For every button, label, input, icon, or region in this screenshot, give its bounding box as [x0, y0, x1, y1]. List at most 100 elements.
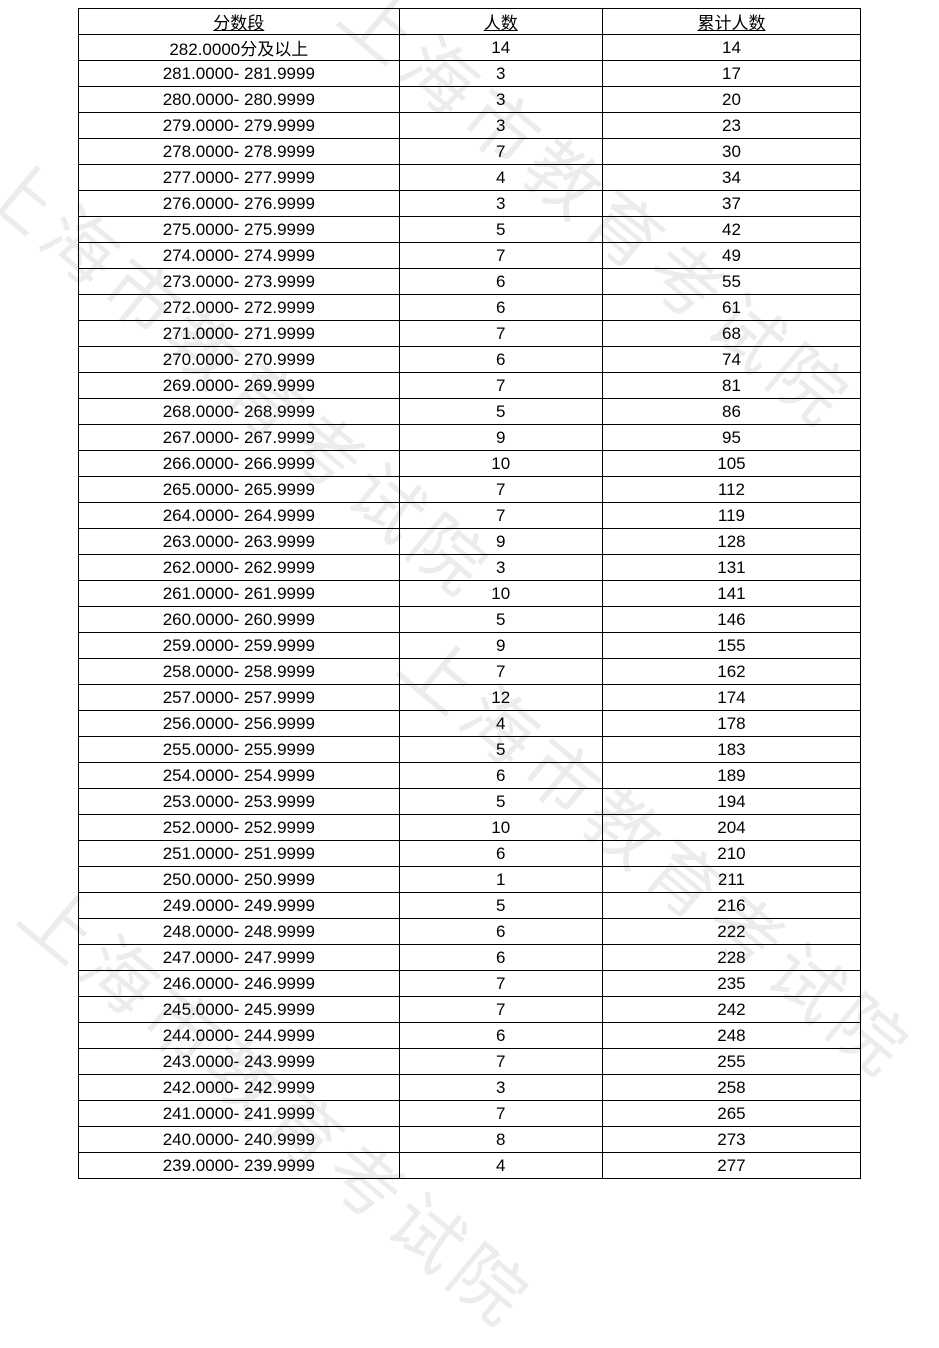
cell-cumulative: 20: [602, 87, 860, 113]
cell-count: 3: [399, 113, 602, 139]
cell-cumulative: 265: [602, 1101, 860, 1127]
table-row: 241.0000- 241.99997265: [79, 1101, 861, 1127]
cell-count: 7: [399, 373, 602, 399]
cell-score-range: 245.0000- 245.9999: [79, 997, 400, 1023]
cell-score-range: 265.0000- 265.9999: [79, 477, 400, 503]
cell-cumulative: 49: [602, 243, 860, 269]
cell-cumulative: 211: [602, 867, 860, 893]
cell-score-range: 240.0000- 240.9999: [79, 1127, 400, 1153]
cell-cumulative: 174: [602, 685, 860, 711]
cell-cumulative: 30: [602, 139, 860, 165]
cell-cumulative: 222: [602, 919, 860, 945]
col-header-count: 人数: [399, 9, 602, 35]
cell-score-range: 281.0000- 281.9999: [79, 61, 400, 87]
cell-cumulative: 258: [602, 1075, 860, 1101]
cell-cumulative: 61: [602, 295, 860, 321]
table-row: 256.0000- 256.99994178: [79, 711, 861, 737]
cell-count: 7: [399, 477, 602, 503]
table-row: 281.0000- 281.9999317: [79, 61, 861, 87]
table-row: 274.0000- 274.9999749: [79, 243, 861, 269]
cell-count: 5: [399, 399, 602, 425]
table-row: 261.0000- 261.999910141: [79, 581, 861, 607]
cell-count: 6: [399, 1023, 602, 1049]
cell-cumulative: 146: [602, 607, 860, 633]
table-row: 272.0000- 272.9999661: [79, 295, 861, 321]
cell-count: 5: [399, 789, 602, 815]
cell-count: 9: [399, 633, 602, 659]
table-row: 279.0000- 279.9999323: [79, 113, 861, 139]
cell-score-range: 259.0000- 259.9999: [79, 633, 400, 659]
cell-score-range: 243.0000- 243.9999: [79, 1049, 400, 1075]
cell-score-range: 253.0000- 253.9999: [79, 789, 400, 815]
cell-score-range: 258.0000- 258.9999: [79, 659, 400, 685]
cell-cumulative: 119: [602, 503, 860, 529]
cell-count: 4: [399, 711, 602, 737]
cell-cumulative: 112: [602, 477, 860, 503]
cell-cumulative: 162: [602, 659, 860, 685]
cell-score-range: 252.0000- 252.9999: [79, 815, 400, 841]
cell-cumulative: 128: [602, 529, 860, 555]
table-row: 275.0000- 275.9999542: [79, 217, 861, 243]
cell-count: 9: [399, 425, 602, 451]
cell-count: 6: [399, 763, 602, 789]
cell-score-range: 257.0000- 257.9999: [79, 685, 400, 711]
table-row: 262.0000- 262.99993131: [79, 555, 861, 581]
cell-count: 14: [399, 35, 602, 61]
cell-score-range: 239.0000- 239.9999: [79, 1153, 400, 1179]
table-row: 243.0000- 243.99997255: [79, 1049, 861, 1075]
cell-count: 3: [399, 61, 602, 87]
cell-score-range: 272.0000- 272.9999: [79, 295, 400, 321]
table-row: 266.0000- 266.999910105: [79, 451, 861, 477]
table-row: 268.0000- 268.9999586: [79, 399, 861, 425]
cell-cumulative: 189: [602, 763, 860, 789]
cell-score-range: 282.0000分及以上: [79, 35, 400, 61]
cell-count: 10: [399, 581, 602, 607]
table-row: 280.0000- 280.9999320: [79, 87, 861, 113]
table-row: 245.0000- 245.99997242: [79, 997, 861, 1023]
table-row: 267.0000- 267.9999995: [79, 425, 861, 451]
score-table-container: 分数段 人数 累计人数 282.0000分及以上1414281.0000- 28…: [0, 0, 939, 1179]
cell-cumulative: 210: [602, 841, 860, 867]
cell-count: 7: [399, 139, 602, 165]
cell-score-range: 255.0000- 255.9999: [79, 737, 400, 763]
cell-count: 3: [399, 191, 602, 217]
table-row: 239.0000- 239.99994277: [79, 1153, 861, 1179]
table-header-row: 分数段 人数 累计人数: [79, 9, 861, 35]
cell-score-range: 246.0000- 246.9999: [79, 971, 400, 997]
table-row: 240.0000- 240.99998273: [79, 1127, 861, 1153]
cell-score-range: 270.0000- 270.9999: [79, 347, 400, 373]
table-row: 254.0000- 254.99996189: [79, 763, 861, 789]
cell-cumulative: 105: [602, 451, 860, 477]
cell-score-range: 269.0000- 269.9999: [79, 373, 400, 399]
cell-count: 4: [399, 165, 602, 191]
cell-cumulative: 277: [602, 1153, 860, 1179]
cell-score-range: 277.0000- 277.9999: [79, 165, 400, 191]
cell-cumulative: 273: [602, 1127, 860, 1153]
cell-score-range: 254.0000- 254.9999: [79, 763, 400, 789]
cell-count: 10: [399, 451, 602, 477]
table-row: 278.0000- 278.9999730: [79, 139, 861, 165]
cell-cumulative: 81: [602, 373, 860, 399]
col-header-cumulative: 累计人数: [602, 9, 860, 35]
cell-score-range: 268.0000- 268.9999: [79, 399, 400, 425]
cell-cumulative: 141: [602, 581, 860, 607]
cell-count: 6: [399, 945, 602, 971]
cell-cumulative: 55: [602, 269, 860, 295]
cell-count: 7: [399, 1101, 602, 1127]
cell-count: 7: [399, 971, 602, 997]
cell-cumulative: 178: [602, 711, 860, 737]
cell-count: 5: [399, 607, 602, 633]
table-row: 257.0000- 257.999912174: [79, 685, 861, 711]
cell-cumulative: 131: [602, 555, 860, 581]
cell-cumulative: 14: [602, 35, 860, 61]
table-row: 263.0000- 263.99999128: [79, 529, 861, 555]
cell-score-range: 271.0000- 271.9999: [79, 321, 400, 347]
cell-cumulative: 42: [602, 217, 860, 243]
table-row: 244.0000- 244.99996248: [79, 1023, 861, 1049]
cell-count: 6: [399, 841, 602, 867]
cell-cumulative: 204: [602, 815, 860, 841]
cell-cumulative: 248: [602, 1023, 860, 1049]
cell-score-range: 274.0000- 274.9999: [79, 243, 400, 269]
table-row: 249.0000- 249.99995216: [79, 893, 861, 919]
cell-count: 6: [399, 295, 602, 321]
